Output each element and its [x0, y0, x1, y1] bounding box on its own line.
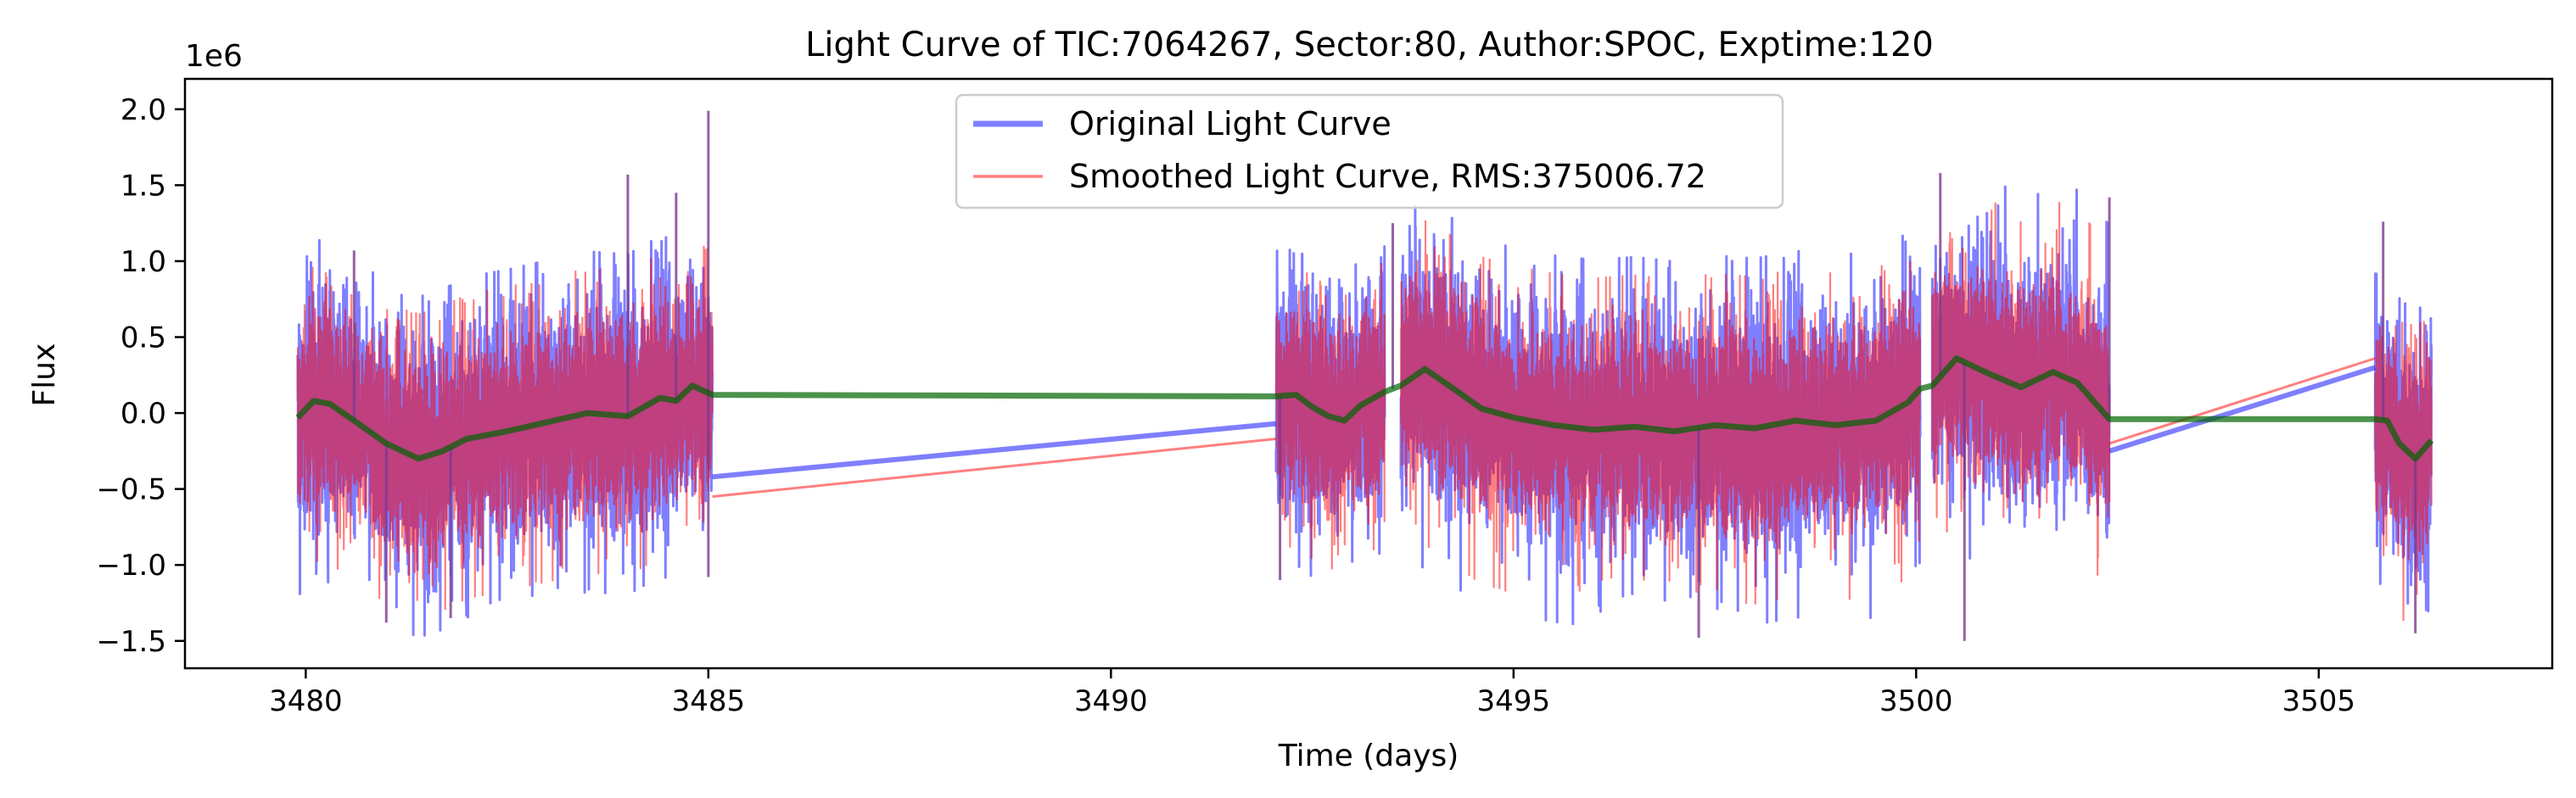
y-offset-label: 1e6 [185, 39, 243, 74]
legend-label-smoothed: Smoothed Light Curve, RMS:375006.72 [1069, 158, 1706, 195]
x-tick-label: 3480 [269, 684, 343, 718]
x-tick-label: 3485 [672, 684, 746, 718]
axes-frame [183, 77, 2554, 670]
smoothed-light-curve-segment [1399, 220, 1922, 605]
smoothed-light-curve-segment [296, 245, 714, 611]
y-tick-label: 1.5 [120, 169, 166, 203]
y-axis-label: Flux [27, 343, 62, 407]
x-tick-label: 3495 [1477, 684, 1551, 718]
original-light-curve-gap-line [712, 421, 1277, 480]
y-tick-label: 2.0 [120, 93, 166, 127]
x-tick-label: 3500 [1879, 684, 1953, 718]
y-tick-label: 0.5 [120, 321, 166, 355]
y-tick-label: −1.0 [96, 549, 166, 583]
smoothed-light-curve-segment [1274, 262, 1386, 570]
x-axis-label: Time (days) [1278, 739, 1459, 773]
trend-line [295, 355, 2434, 462]
original-light-curve-gap-line [2108, 365, 2377, 454]
x-tick-label: 3505 [2282, 684, 2356, 718]
legend-box [955, 93, 1784, 209]
x-tick-label: 3490 [1074, 684, 1148, 718]
y-tick-label: 1.0 [120, 245, 166, 279]
smoothed-light-curve-gap-line [712, 438, 1277, 499]
y-tick-label: −1.5 [96, 625, 166, 659]
y-tick-label: 0.0 [120, 397, 166, 431]
x-axis: 3480 3485 3490 3495 3500 3505 [269, 668, 2355, 718]
legend-label-original: Original Light Curve [1069, 105, 1392, 142]
legend: Original Light Curve Smoothed Light Curv… [955, 93, 1784, 209]
smoothed-light-curve-gap-line [2108, 357, 2376, 445]
y-tick-label: −0.5 [96, 473, 166, 507]
y-axis: −1.5 −1.0 −0.5 0.0 0.5 1.0 1.5 2.0 [96, 93, 185, 659]
plot-area [295, 110, 2434, 641]
chart-title: Light Curve of TIC:7064267, Sector:80, A… [805, 25, 1934, 64]
